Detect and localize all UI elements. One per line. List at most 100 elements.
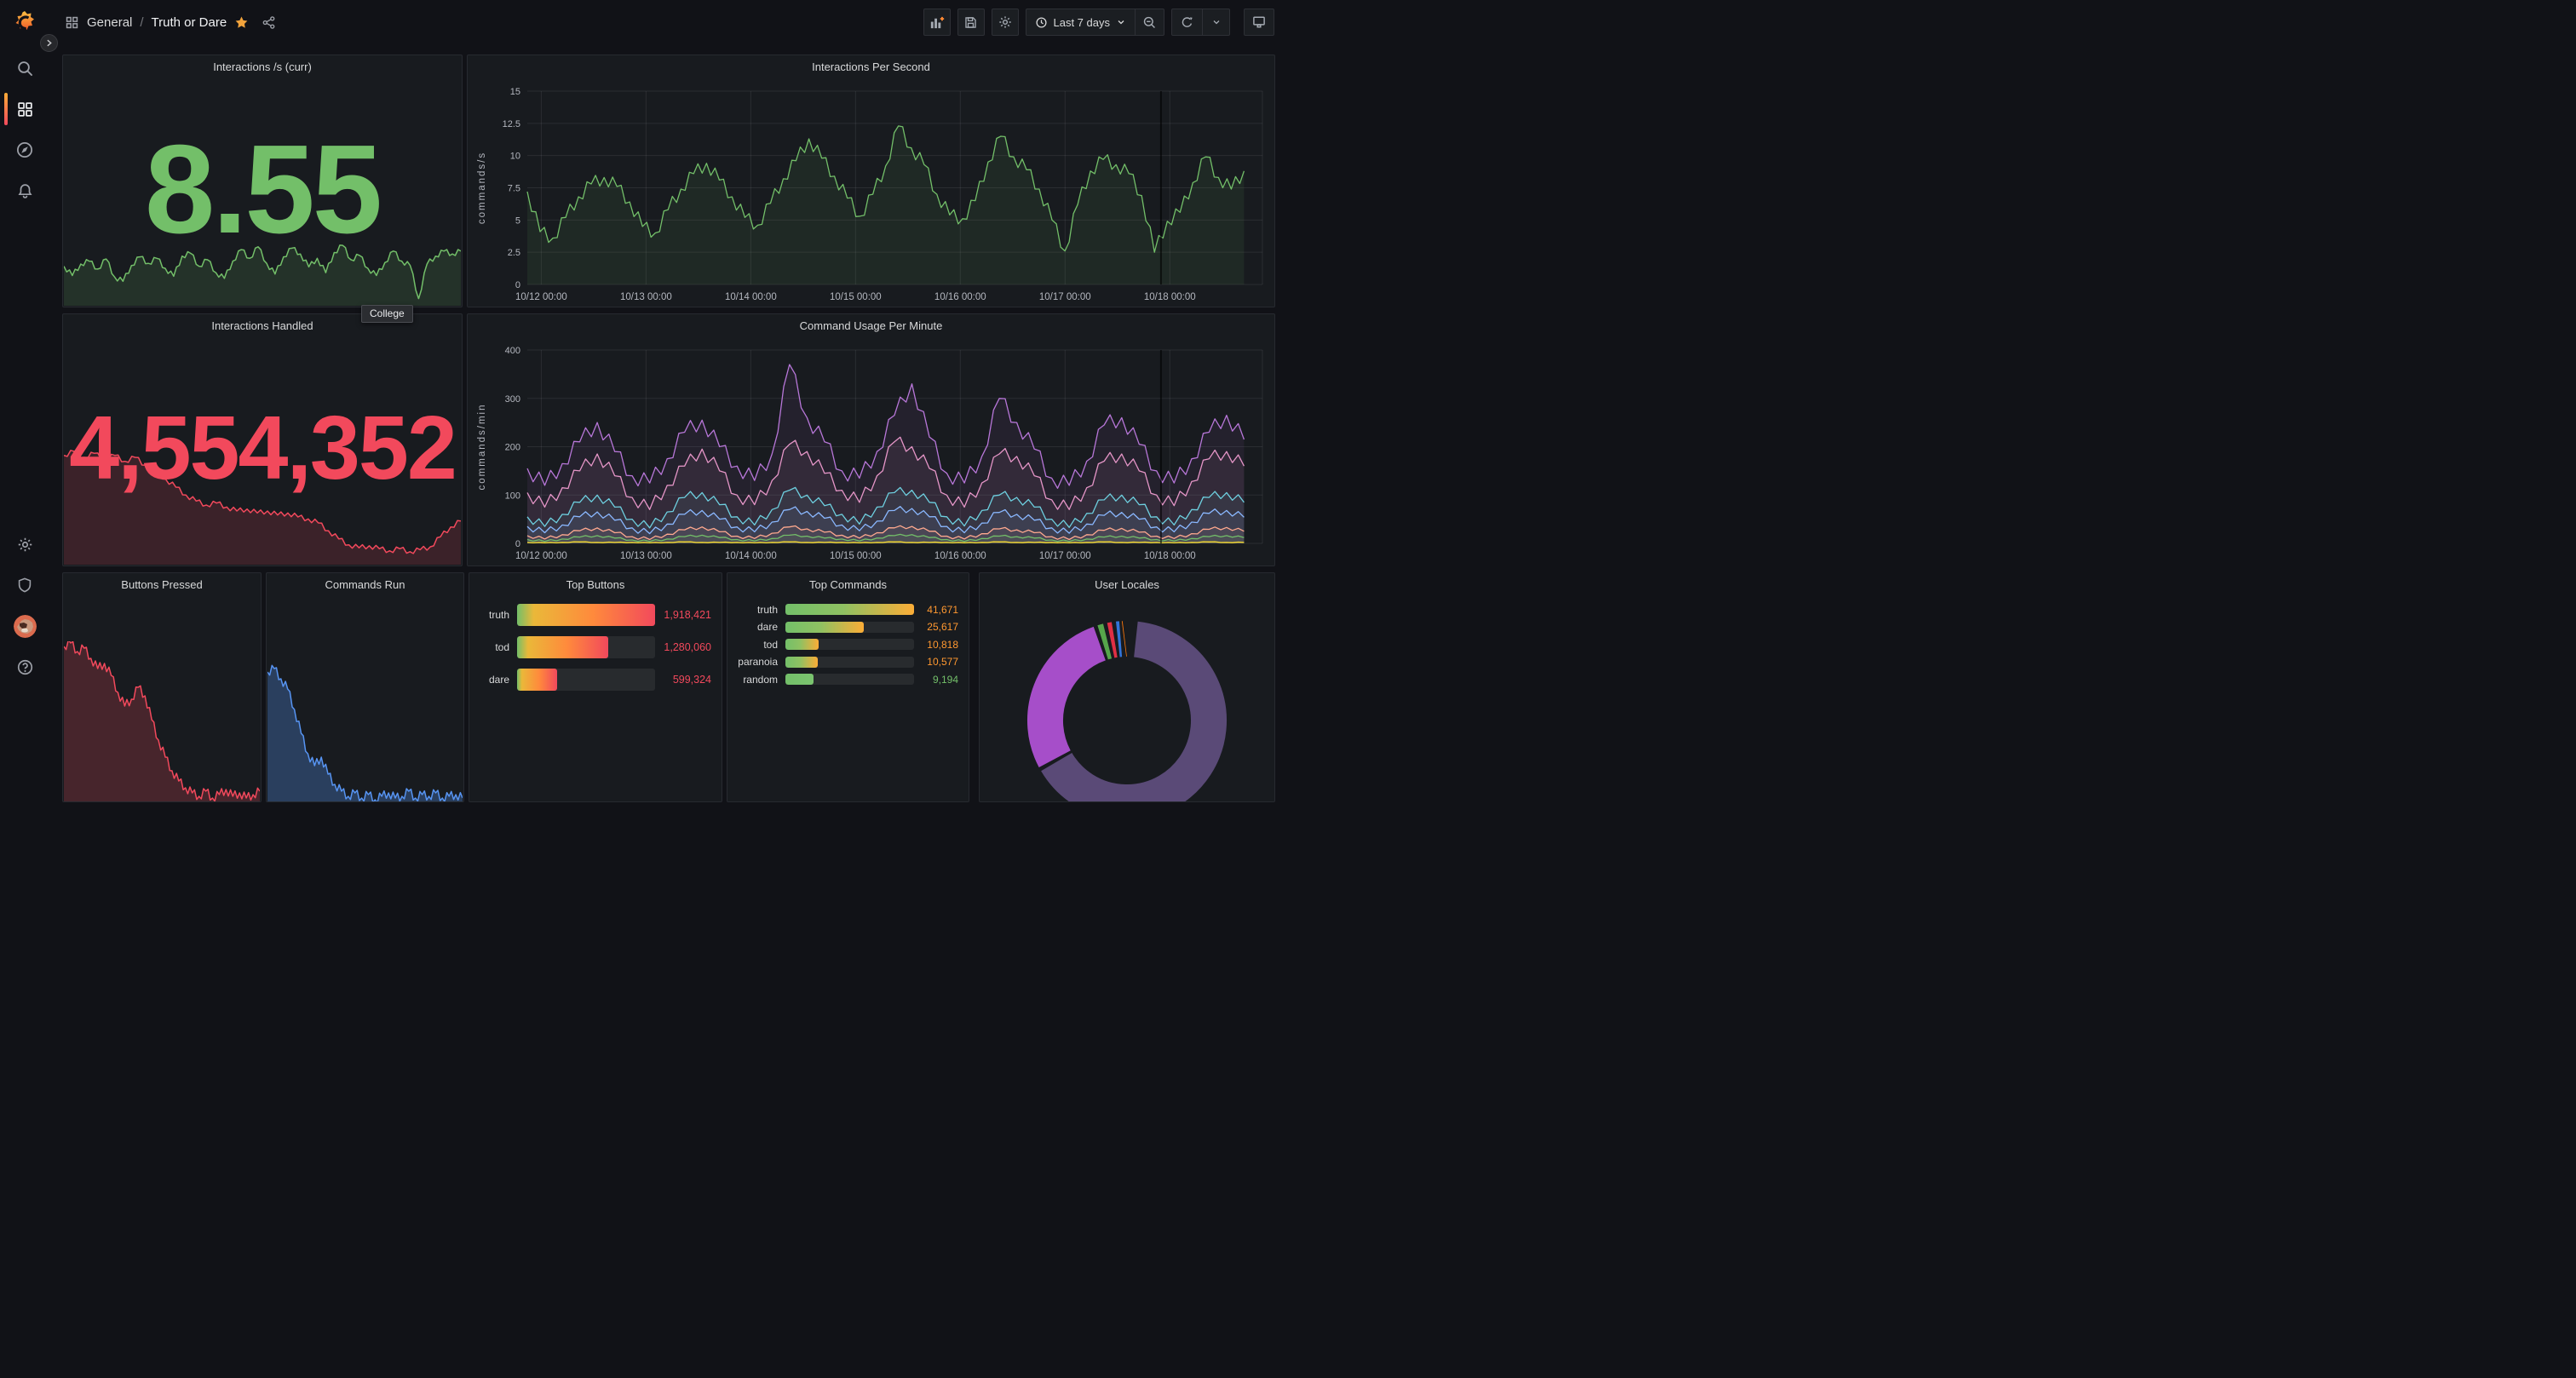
sparkline-svg [63, 450, 462, 565]
panel-title[interactable]: User Locales [1095, 577, 1159, 591]
stat-sparkline [63, 639, 261, 801]
svg-text:0: 0 [515, 539, 520, 549]
grafana-logo[interactable] [0, 0, 49, 46]
bar-gauge-value: 41,671 [927, 603, 958, 616]
refresh-button[interactable] [1171, 9, 1203, 36]
panel-title[interactable]: Top Commands [808, 577, 888, 591]
avatar-image [13, 614, 37, 638]
panel-interactions-handled: Interactions Handled 4,554,352 [62, 313, 463, 566]
chart-svg: 0 2.5 5 7.5 10 12.5 15 10/12 00:00 10/13 00:00 10… [477, 87, 1263, 302]
dashboard-settings-button[interactable] [991, 9, 1019, 36]
panel-top-commands: Top Commands truth 41,671 dare 25,617 tod 10,… [727, 572, 969, 802]
favorite-star-icon[interactable] [234, 15, 249, 30]
bar-gauge-value: 1,280,060 [664, 641, 711, 653]
bar-gauge-row: tod 1,280,060 [478, 636, 711, 658]
panel-title[interactable]: Commands Run [325, 577, 405, 591]
sidebar-item-profile[interactable] [0, 606, 49, 646]
sparkline-svg [267, 664, 463, 801]
bar-gauge-label: truth [756, 603, 778, 616]
top-navbar: General / Truth or Dare [49, 0, 1288, 44]
panel-interactions-per-second-current: Interactions /s (curr) 8.55 [62, 55, 463, 307]
sparkline-svg [63, 244, 462, 306]
svg-text:10/12 00:00: 10/12 00:00 [515, 551, 567, 561]
bar-gauge-row: truth 41,671 [736, 603, 958, 616]
search-icon [17, 60, 32, 76]
help-icon [17, 659, 32, 675]
bar-gauge-value: 599,324 [672, 674, 711, 686]
sidebar-item-server-admin[interactable] [0, 565, 49, 606]
bar-gauge-value: 10,818 [927, 638, 958, 651]
bar-gauge-track [785, 674, 914, 685]
kiosk-mode-button[interactable] [1244, 9, 1274, 36]
sidebar-item-explore[interactable] [0, 129, 49, 170]
svg-text:10/13 00:00: 10/13 00:00 [620, 292, 672, 302]
refresh-interval-dropdown[interactable] [1203, 9, 1230, 36]
panel-title[interactable]: Interactions Handled [211, 319, 313, 332]
save-dashboard-button[interactable] [957, 9, 985, 36]
breadcrumb-folder[interactable]: General [87, 14, 133, 30]
svg-text:300: 300 [505, 394, 520, 405]
bar-gauge-value: 25,617 [927, 621, 958, 633]
bar-gauge-track [785, 656, 914, 668]
svg-text:10/12 00:00: 10/12 00:00 [515, 292, 567, 302]
sidebar-item-search[interactable] [0, 48, 49, 89]
svg-text:10/15 00:00: 10/15 00:00 [830, 292, 882, 302]
sidebar-item-configuration[interactable] [0, 524, 49, 565]
bar-gauge-label: truth [488, 609, 509, 621]
svg-text:commands/min: commands/min [477, 404, 487, 491]
shield-icon [18, 577, 32, 593]
svg-text:5: 5 [515, 215, 520, 226]
time-range-picker[interactable]: Last 7 days [1025, 9, 1136, 36]
bar-gauge: truth 1,918,421 tod 1,280,060 dare 599,324 [478, 604, 711, 798]
svg-text:10/18 00:00: 10/18 00:00 [1144, 551, 1196, 561]
bar-gauge-label: tod [763, 638, 778, 651]
bar-gauge-label: tod [495, 641, 509, 653]
breadcrumb-dashboard-title[interactable]: Truth or Dare [151, 14, 227, 30]
chevron-down-icon [1118, 20, 1124, 25]
sparkline-svg [63, 639, 261, 801]
panel-title[interactable]: Interactions /s (curr) [213, 60, 312, 73]
bar-gauge-value: 9,194 [932, 673, 958, 686]
donut-svg [1026, 621, 1227, 801]
bar-gauge-track [517, 604, 655, 626]
add-panel-button[interactable] [923, 9, 951, 36]
apps-grid-icon[interactable] [65, 15, 79, 30]
svg-text:400: 400 [505, 346, 520, 356]
sidebar-item-dashboards[interactable] [0, 89, 49, 129]
bar-gauge-row: dare 25,617 [736, 621, 958, 633]
bar-gauge-label: paranoia [738, 656, 778, 668]
bar-gauge-value: 1,918,421 [664, 609, 711, 621]
zoom-out-time-button[interactable] [1136, 9, 1164, 36]
bar-gauge-row: random 9,194 [736, 673, 958, 686]
timeseries-chart[interactable]: 0 100 200 300 400 10/12 00:00 10/13 00:00 10/14… [473, 336, 1271, 564]
compass-icon [16, 141, 33, 158]
panel-title[interactable]: Buttons Pressed [121, 577, 203, 591]
timeseries-chart[interactable]: 0 2.5 5 7.5 10 12.5 15 10/12 00:00 10/13 00:00 10… [473, 78, 1271, 305]
svg-text:7.5: 7.5 [508, 184, 520, 194]
dashboards-grid-icon [17, 101, 32, 117]
sidebar-expand-button[interactable] [40, 34, 58, 52]
bar-gauge-label: dare [488, 674, 509, 686]
chevron-right-icon [47, 39, 52, 47]
panel-title[interactable]: Command Usage Per Minute [799, 319, 943, 332]
share-icon[interactable] [262, 15, 276, 30]
svg-text:10/16 00:00: 10/16 00:00 [934, 292, 986, 302]
toolbar: Last 7 days [923, 9, 1274, 36]
bar-gauge-fill [517, 636, 608, 658]
time-range-label: Last 7 days [1053, 15, 1111, 29]
svg-text:12.5: 12.5 [503, 119, 520, 129]
panel-title[interactable]: Top Buttons [566, 577, 625, 591]
panel-title[interactable]: Interactions Per Second [812, 60, 930, 73]
bar-gauge-row: truth 1,918,421 [478, 604, 711, 626]
active-indicator [4, 93, 8, 125]
svg-text:10/17 00:00: 10/17 00:00 [1039, 551, 1091, 561]
sidebar-item-alerting[interactable] [0, 170, 49, 211]
bar-gauge-row: tod 10,818 [736, 638, 958, 651]
panel-buttons-pressed: Buttons Pressed [62, 572, 262, 802]
svg-text:10/16 00:00: 10/16 00:00 [934, 551, 986, 561]
svg-text:10/17 00:00: 10/17 00:00 [1039, 292, 1091, 302]
sidebar-item-help[interactable] [0, 646, 49, 687]
bar-gauge-track [785, 621, 914, 633]
panel-commands-run: Commands Run [266, 572, 464, 802]
svg-text:0: 0 [515, 280, 520, 290]
